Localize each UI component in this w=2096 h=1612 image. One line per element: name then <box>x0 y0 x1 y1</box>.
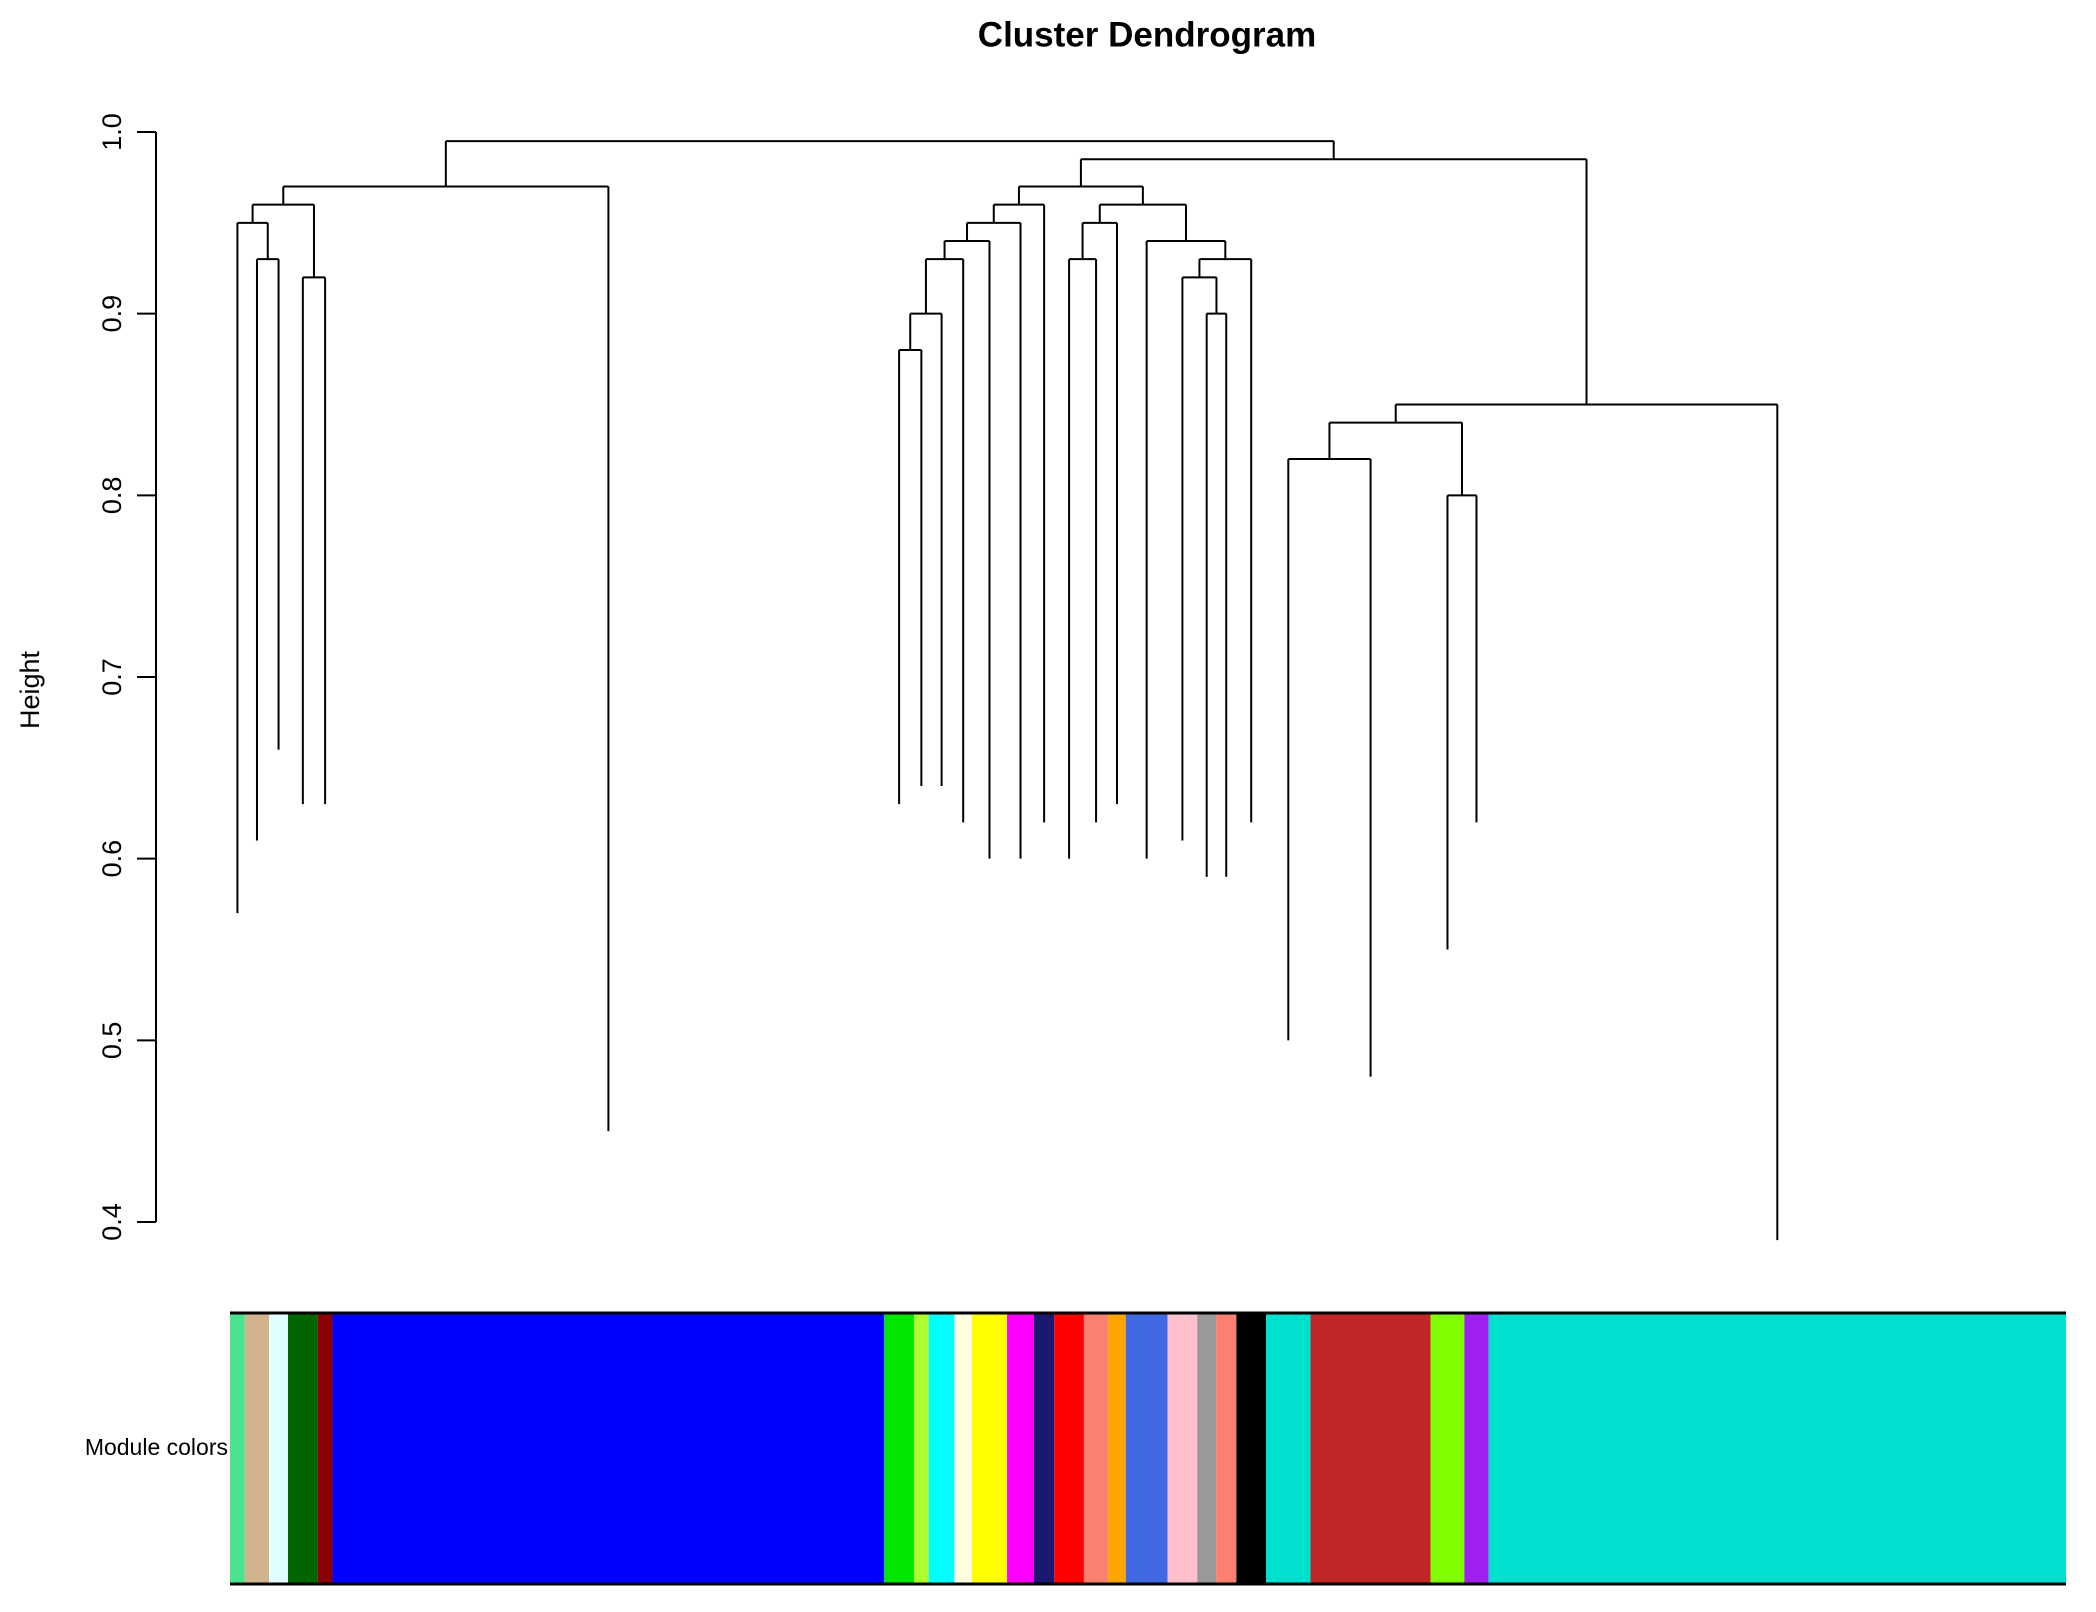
module-color <box>269 1313 289 1584</box>
y-axis-label: Height <box>15 650 45 729</box>
module-color <box>1125 1313 1168 1584</box>
module-color <box>928 1313 955 1584</box>
module-color <box>332 1313 885 1584</box>
module-color <box>1167 1313 1198 1584</box>
module-color <box>230 1313 245 1584</box>
module-color <box>884 1313 914 1584</box>
y-tick-label: 0.9 <box>97 295 127 333</box>
y-tick-label: 0.8 <box>97 477 127 515</box>
module-color <box>1007 1313 1035 1584</box>
module-color <box>1310 1313 1431 1584</box>
y-tick-label: 0.7 <box>97 658 127 696</box>
module-color <box>1430 1313 1465 1584</box>
module-color <box>1488 1313 2066 1584</box>
module-color <box>1236 1313 1267 1584</box>
module-color <box>1054 1313 1084 1584</box>
module-color <box>954 1313 972 1584</box>
module-color <box>1464 1313 1489 1584</box>
module-color <box>1266 1313 1311 1584</box>
y-tick-label: 0.6 <box>97 840 127 878</box>
module-color <box>1216 1313 1237 1584</box>
y-tick-label: 1.0 <box>97 113 127 151</box>
module-color <box>913 1313 929 1584</box>
module-color <box>1034 1313 1055 1584</box>
module-color <box>317 1313 333 1584</box>
module-color <box>244 1313 270 1584</box>
module-color <box>1108 1313 1126 1584</box>
color-bar-label: Module colors <box>85 1434 228 1460</box>
chart-title: Cluster Dendrogram <box>978 15 1316 54</box>
module-color <box>971 1313 1008 1584</box>
module-color <box>288 1313 318 1584</box>
module-color <box>1083 1313 1109 1584</box>
module-color <box>1197 1313 1217 1584</box>
y-tick-label: 0.5 <box>97 1022 127 1060</box>
y-tick-label: 0.4 <box>97 1203 127 1241</box>
